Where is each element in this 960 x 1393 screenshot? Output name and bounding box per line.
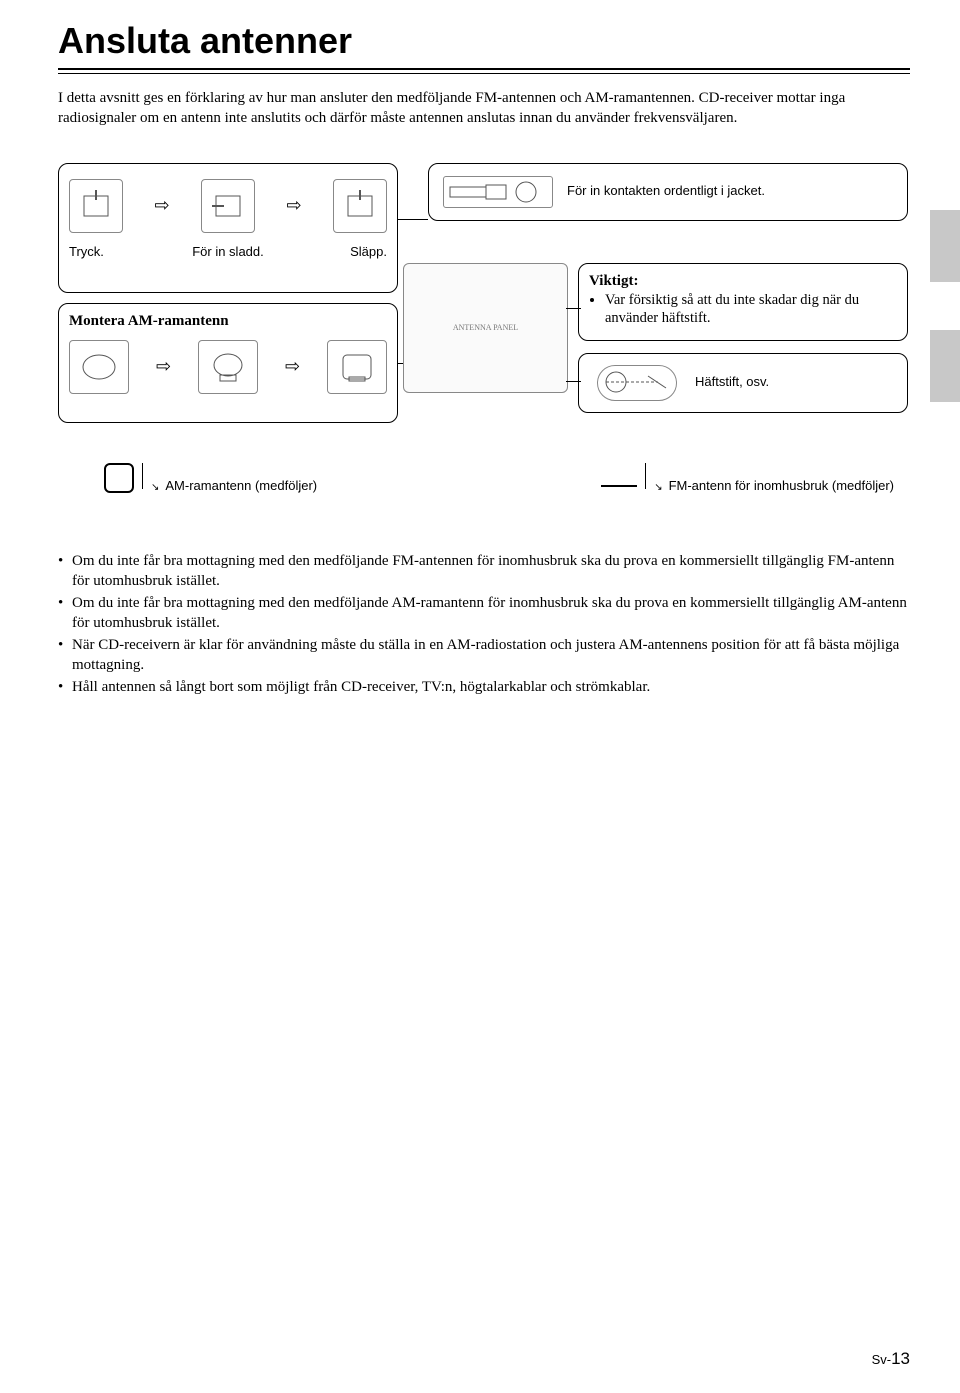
step-label-3: Släpp. [297, 244, 387, 261]
pointer-line [142, 463, 143, 489]
intro-paragraph: I detta avsnitt ges en förklaring av hur… [58, 88, 878, 129]
steps-illustration-row: ⇨ ⇨ [69, 176, 387, 236]
title-rule [58, 68, 910, 74]
step-label-2: För in sladd. [183, 244, 273, 261]
box-viktigt: Viktigt: Var försiktig så att du inte sk… [578, 263, 908, 341]
plug-illustration [443, 176, 553, 208]
connector-panel-illustration [403, 263, 568, 393]
pointer-line [645, 463, 646, 489]
haftstift-label: Häftstift, osv. [695, 374, 769, 391]
notes-section: Om du inte får bra mottagning med den me… [58, 551, 908, 698]
jacket-text: För in kontakten ordentligt i jacket. [567, 183, 765, 200]
connector-line [398, 363, 403, 364]
note-item: När CD-receivern är klar för användning … [58, 635, 908, 675]
am-loop-icon [104, 463, 134, 493]
footer-prefix: Sv- [872, 1352, 892, 1367]
pointer-left: ↘ AM-ramantenn (medföljer) [104, 463, 317, 493]
haftstift-illustration [597, 365, 677, 401]
arrow-icon: ⇨ [154, 194, 169, 217]
fm-wire-icon [601, 485, 637, 487]
pointer-arrow-icon: ↘ [654, 482, 662, 493]
step-label-1: Tryck. [69, 244, 159, 261]
montera-illus-2 [198, 340, 258, 394]
box-jacket: För in kontakten ordentligt i jacket. [428, 163, 908, 221]
footer-page-number: 13 [891, 1349, 910, 1368]
diagram-zone: ⇨ ⇨ Tryck. För in sladd. Släpp. Montera … [58, 163, 908, 533]
box-steps: ⇨ ⇨ Tryck. För in sladd. Släpp. [58, 163, 398, 293]
step-illus-1 [69, 179, 123, 233]
step-illus-2 [201, 179, 255, 233]
arrow-icon: ⇨ [156, 355, 171, 378]
montera-title: Montera AM-ramantenn [69, 312, 387, 332]
viktigt-list: Var försiktig så att du inte skadar dig … [605, 291, 897, 327]
connector-line [566, 381, 581, 382]
pointer-left-label: AM-ramantenn (medföljer) [165, 478, 317, 493]
note-item: Om du inte får bra mottagning med den me… [58, 593, 908, 633]
steps-labels: Tryck. För in sladd. Släpp. [69, 244, 387, 261]
page-title: Ansluta antenner [58, 20, 910, 62]
connector-line [398, 219, 428, 220]
side-tab-1 [930, 210, 960, 282]
pointer-right: ↘ FM-antenn för inomhusbruk (medföljer) [601, 463, 894, 493]
note-item: Håll antennen så långt bort som möjligt … [58, 677, 908, 697]
viktigt-item: Var försiktig så att du inte skadar dig … [605, 291, 897, 327]
side-tab-2 [930, 330, 960, 402]
montera-illus-3 [327, 340, 387, 394]
connector-line [566, 308, 581, 309]
notes-list: Om du inte får bra mottagning med den me… [58, 551, 908, 698]
viktigt-title: Viktigt: [589, 272, 897, 292]
pointer-arrow-icon: ↘ [151, 482, 159, 493]
step-illus-3 [333, 179, 387, 233]
box-haftstift: Häftstift, osv. [578, 353, 908, 413]
montera-illustration-row: ⇨ ⇨ [69, 337, 387, 397]
arrow-icon: ⇨ [285, 355, 300, 378]
arrow-icon: ⇨ [286, 194, 301, 217]
pointer-legend-row: ↘ AM-ramantenn (medföljer) ↘ FM-antenn f… [104, 463, 894, 493]
montera-illus-1 [69, 340, 129, 394]
pointer-right-label: FM-antenn för inomhusbruk (medföljer) [669, 478, 894, 493]
page-footer: Sv-13 [872, 1349, 910, 1369]
note-item: Om du inte får bra mottagning med den me… [58, 551, 908, 591]
box-montera-am: Montera AM-ramantenn ⇨ ⇨ [58, 303, 398, 423]
